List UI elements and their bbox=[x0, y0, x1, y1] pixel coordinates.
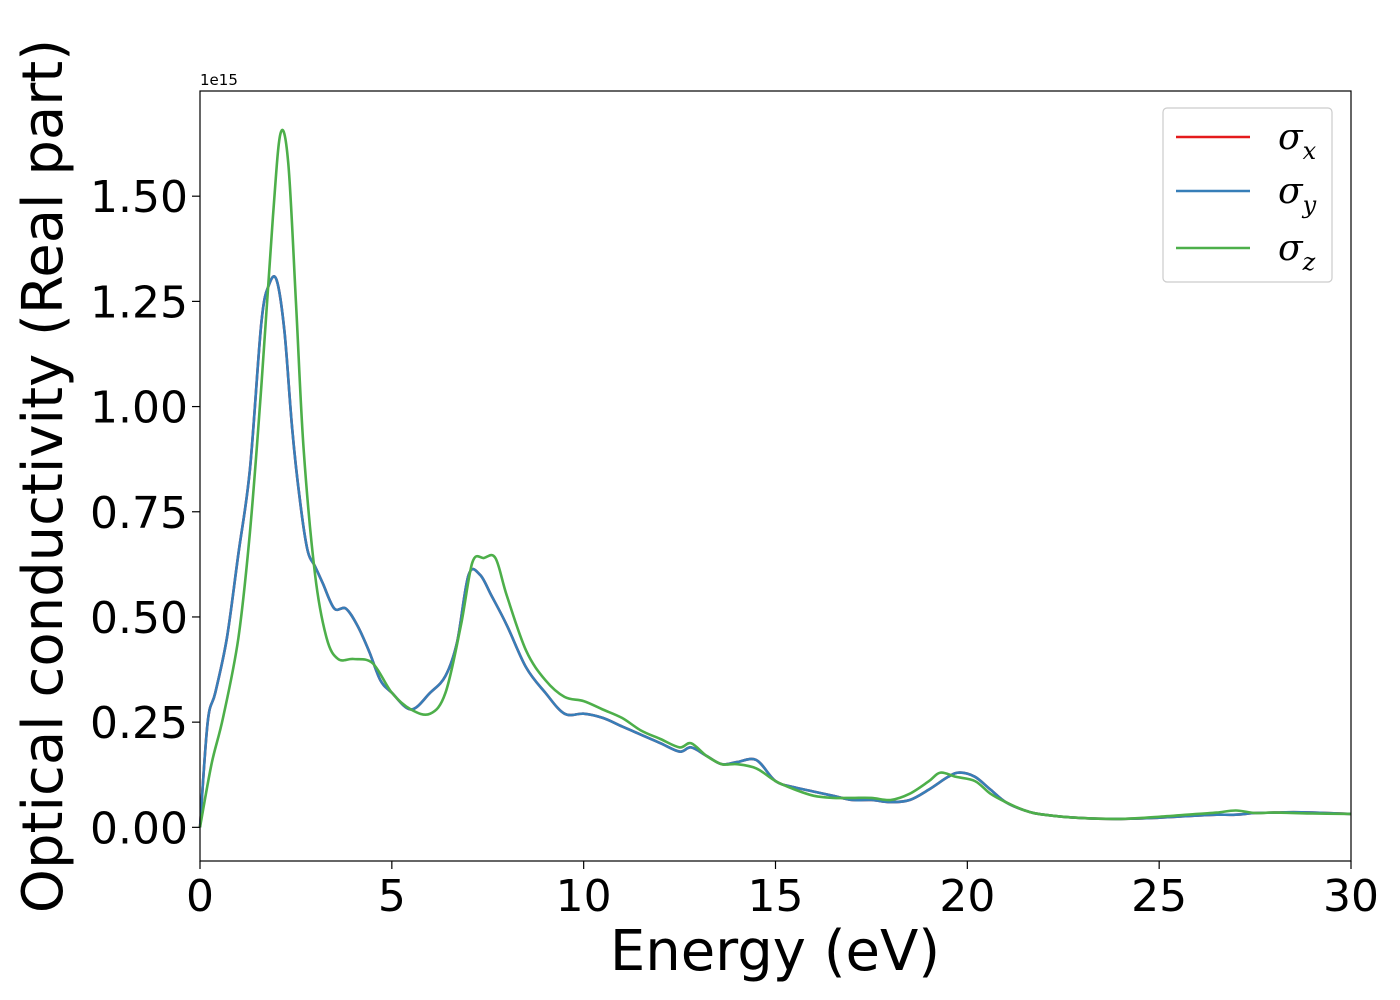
y-tick-label: 0.75 bbox=[90, 488, 188, 539]
x-tick-label: 10 bbox=[556, 871, 612, 922]
x-axis-title: Energy (eV) bbox=[610, 919, 940, 984]
y-tick-label: 1.00 bbox=[90, 383, 188, 434]
series-line-sigma-z bbox=[198, 128, 1352, 828]
legend-subscript: x bbox=[1303, 137, 1317, 165]
x-tick-label: 5 bbox=[378, 871, 406, 922]
y-tick-label: 0.25 bbox=[90, 698, 188, 749]
plot-background bbox=[200, 91, 1351, 861]
legend-label-sigma-y: σy bbox=[1278, 171, 1317, 219]
y-tick-label: 1.50 bbox=[90, 172, 188, 223]
legend-symbol: σ bbox=[1278, 117, 1304, 158]
y-offset-label: 1e15 bbox=[200, 71, 238, 89]
legend-symbol: σ bbox=[1278, 171, 1304, 212]
y-tick-label: 1.25 bbox=[90, 277, 188, 328]
y-axis-title: Optical conductivity (Real part) bbox=[11, 39, 76, 913]
x-axis-ticks: 0 5 10 15 20 25 30 bbox=[186, 861, 1379, 922]
y-tick-label: 0.00 bbox=[90, 803, 188, 854]
legend-label-sigma-z: σz bbox=[1278, 228, 1316, 276]
x-tick-label: 0 bbox=[186, 871, 214, 922]
x-tick-label: 30 bbox=[1323, 871, 1379, 922]
x-tick-label: 25 bbox=[1131, 871, 1187, 922]
y-axis-ticks: 0.00 0.25 0.50 0.75 1.00 1.25 1.50 bbox=[90, 172, 200, 854]
legend-subscript: z bbox=[1302, 248, 1316, 276]
x-tick-label: 20 bbox=[939, 871, 995, 922]
legend-label-sigma-x: σx bbox=[1278, 117, 1317, 165]
x-tick-label: 15 bbox=[748, 871, 804, 922]
legend-subscript: y bbox=[1302, 191, 1317, 219]
y-tick-label: 0.50 bbox=[90, 593, 188, 644]
series-layer bbox=[198, 128, 1352, 828]
legend-symbol: σ bbox=[1278, 228, 1304, 269]
legend-frame bbox=[1162, 107, 1333, 283]
